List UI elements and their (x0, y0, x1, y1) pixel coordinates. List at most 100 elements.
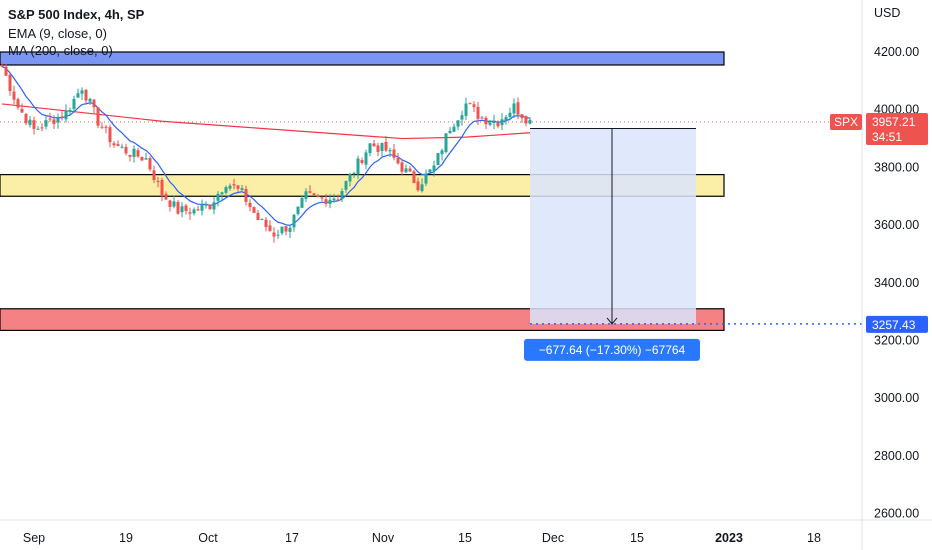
candle (312, 192, 316, 196)
ma-legend[interactable]: MA (200, close, 0) (8, 43, 113, 58)
measure-label: −677.64 (−17.30%) −67764 (539, 343, 686, 357)
candle (212, 196, 216, 215)
candle (316, 193, 320, 198)
time-axis[interactable]: Sep 19 Oct 17 Nov 15 Dec 15 2023 18 (23, 531, 821, 545)
candle-body (364, 152, 368, 165)
time-tick-label: Oct (198, 531, 218, 545)
candle-body (188, 212, 192, 214)
candle-body (156, 180, 160, 182)
candle (440, 148, 444, 161)
candle-body (12, 91, 16, 100)
candle-body (0, 65, 4, 67)
candle (132, 145, 136, 163)
candle-body (44, 120, 48, 127)
candle (172, 195, 176, 209)
candle (24, 112, 28, 126)
candle-body (64, 110, 68, 120)
candle (424, 169, 428, 187)
time-tick-label: 15 (630, 531, 644, 545)
candle-body (68, 110, 72, 112)
candle-body (192, 209, 196, 214)
candle-body (180, 206, 184, 213)
candle (216, 191, 220, 207)
candle-body (200, 204, 204, 211)
candle-body (356, 158, 360, 175)
candle (256, 210, 260, 221)
candle (164, 191, 168, 200)
target-price-tag-bg (866, 315, 928, 333)
candle-body (524, 116, 528, 124)
candle-body (176, 201, 180, 214)
currency-label: USD (874, 6, 900, 20)
candle (508, 107, 512, 121)
candle (136, 147, 140, 158)
candle (204, 201, 208, 209)
candle-body (60, 116, 64, 118)
candle (308, 185, 312, 194)
candle-body (520, 114, 524, 118)
candle (240, 185, 244, 192)
price-range-measure[interactable]: −677.64 (−17.30%) −67764 (524, 127, 700, 361)
price-axis[interactable]: USD 4200.004000.003800.003600.003400.003… (874, 6, 919, 521)
candle-body (100, 126, 104, 128)
candle-body (16, 99, 20, 108)
candle (0, 62, 4, 68)
price-tick-label: 3200.00 (874, 334, 919, 348)
candle (244, 185, 248, 206)
candle (384, 136, 388, 153)
target-price-value: 3257.43 (872, 318, 916, 332)
candle (4, 63, 8, 76)
candle-body (152, 170, 156, 181)
candle-body (368, 143, 372, 154)
candle (280, 226, 284, 236)
candle-body (224, 187, 228, 193)
candle (416, 177, 420, 192)
candle (72, 95, 76, 112)
candle-body (388, 150, 392, 152)
time-tick-label: Dec (542, 531, 564, 545)
time-tick-label: Nov (372, 531, 395, 545)
candle-body (340, 190, 344, 200)
candle (100, 122, 104, 130)
candle-body (88, 98, 92, 102)
candle (192, 207, 196, 216)
time-tick-label: 19 (119, 531, 133, 545)
ema-legend[interactable]: EMA (9, close, 0) (8, 26, 107, 41)
candle-body (336, 199, 340, 201)
candle (476, 102, 480, 125)
candle-body (184, 205, 188, 212)
candle (184, 203, 188, 215)
candle-body (288, 227, 292, 232)
candle-body (204, 204, 208, 206)
candle-body (468, 102, 472, 104)
candle-body (20, 108, 24, 113)
time-tick-label: 15 (458, 531, 472, 545)
candle (20, 103, 24, 114)
time-tick-label: 2023 (715, 531, 743, 545)
candle-body (444, 133, 448, 153)
candle (400, 158, 404, 176)
candle (436, 152, 440, 166)
candle-body (488, 122, 492, 125)
candle-body (120, 146, 124, 148)
candle (208, 204, 212, 211)
candle (160, 177, 164, 202)
candle (368, 143, 372, 157)
candle (472, 101, 476, 112)
candle (64, 104, 68, 123)
candle (224, 185, 228, 195)
candle (32, 116, 36, 135)
candle-body (244, 189, 248, 202)
candle-body (512, 103, 516, 114)
candle (40, 123, 44, 132)
candle (220, 191, 224, 200)
candle (232, 178, 236, 190)
candle-body (396, 158, 400, 164)
candle-body (108, 127, 112, 143)
candle-body (72, 98, 76, 110)
candle (248, 199, 252, 212)
candle-body (508, 112, 512, 117)
last-price-value: 3957.21 (872, 115, 916, 129)
time-tick-label: Sep (23, 531, 45, 545)
